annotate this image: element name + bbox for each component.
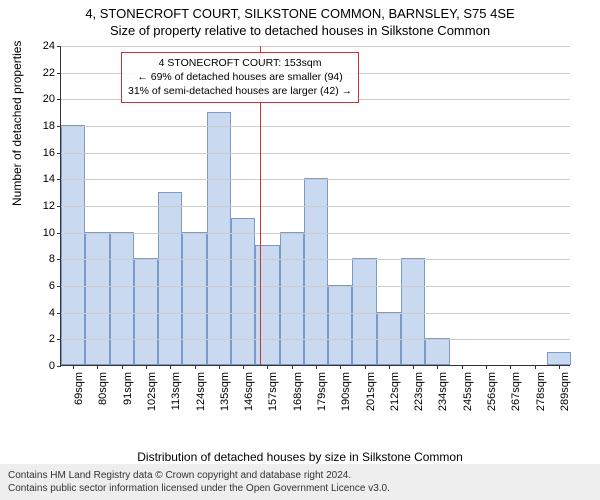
y-tick-label: 12	[31, 200, 55, 212]
y-tick-label: 0	[31, 360, 55, 372]
y-tick-label: 20	[31, 93, 55, 105]
y-tick-label: 10	[31, 227, 55, 239]
y-tick-label: 14	[31, 173, 55, 185]
y-tick-label: 2	[31, 333, 55, 345]
annotation-line-3: 31% of semi-detached houses are larger (…	[128, 84, 352, 98]
histogram-bar	[85, 232, 109, 365]
histogram-bar	[328, 285, 352, 365]
footer-line-2: Contains public sector information licen…	[8, 482, 592, 495]
gridline	[61, 126, 570, 127]
histogram-bar	[280, 232, 304, 365]
y-tick-label: 24	[31, 40, 55, 52]
annotation-line-2: ← 69% of detached houses are smaller (94…	[128, 70, 352, 84]
histogram-bar	[425, 338, 449, 365]
x-axis-label: Distribution of detached houses by size …	[0, 450, 600, 464]
y-tick-label: 22	[31, 67, 55, 79]
annotation-box: 4 STONECROFT COURT: 153sqm ← 69% of deta…	[121, 52, 359, 103]
gridline	[61, 46, 570, 47]
annotation-line-1: 4 STONECROFT COURT: 153sqm	[128, 56, 352, 70]
y-tick-label: 18	[31, 120, 55, 132]
footer: Contains HM Land Registry data © Crown c…	[0, 464, 600, 500]
histogram-bar	[207, 112, 231, 365]
y-tick-label: 6	[31, 280, 55, 292]
chart-title-sub: Size of property relative to detached ho…	[0, 21, 600, 38]
histogram-bar	[231, 218, 255, 365]
y-axis-label: Number of detached properties	[10, 41, 24, 206]
plot-area: 024681012141618202224 69sqm80sqm91sqm102…	[60, 46, 570, 366]
histogram-bar	[182, 232, 206, 365]
histogram-bar	[61, 125, 85, 365]
footer-line-1: Contains HM Land Registry data © Crown c…	[8, 469, 592, 482]
gridline	[61, 153, 570, 154]
histogram-bar	[110, 232, 134, 365]
y-tick-label: 16	[31, 147, 55, 159]
gridline	[61, 206, 570, 207]
histogram-bar	[377, 312, 401, 365]
gridline	[61, 259, 570, 260]
gridline	[61, 179, 570, 180]
y-tick-label: 4	[31, 307, 55, 319]
y-tick-label: 8	[31, 253, 55, 265]
chart-title-address: 4, STONECROFT COURT, SILKSTONE COMMON, B…	[0, 0, 600, 21]
gridline	[61, 313, 570, 314]
gridline	[61, 339, 570, 340]
gridline	[61, 233, 570, 234]
histogram-bar	[547, 352, 571, 365]
gridline	[61, 286, 570, 287]
